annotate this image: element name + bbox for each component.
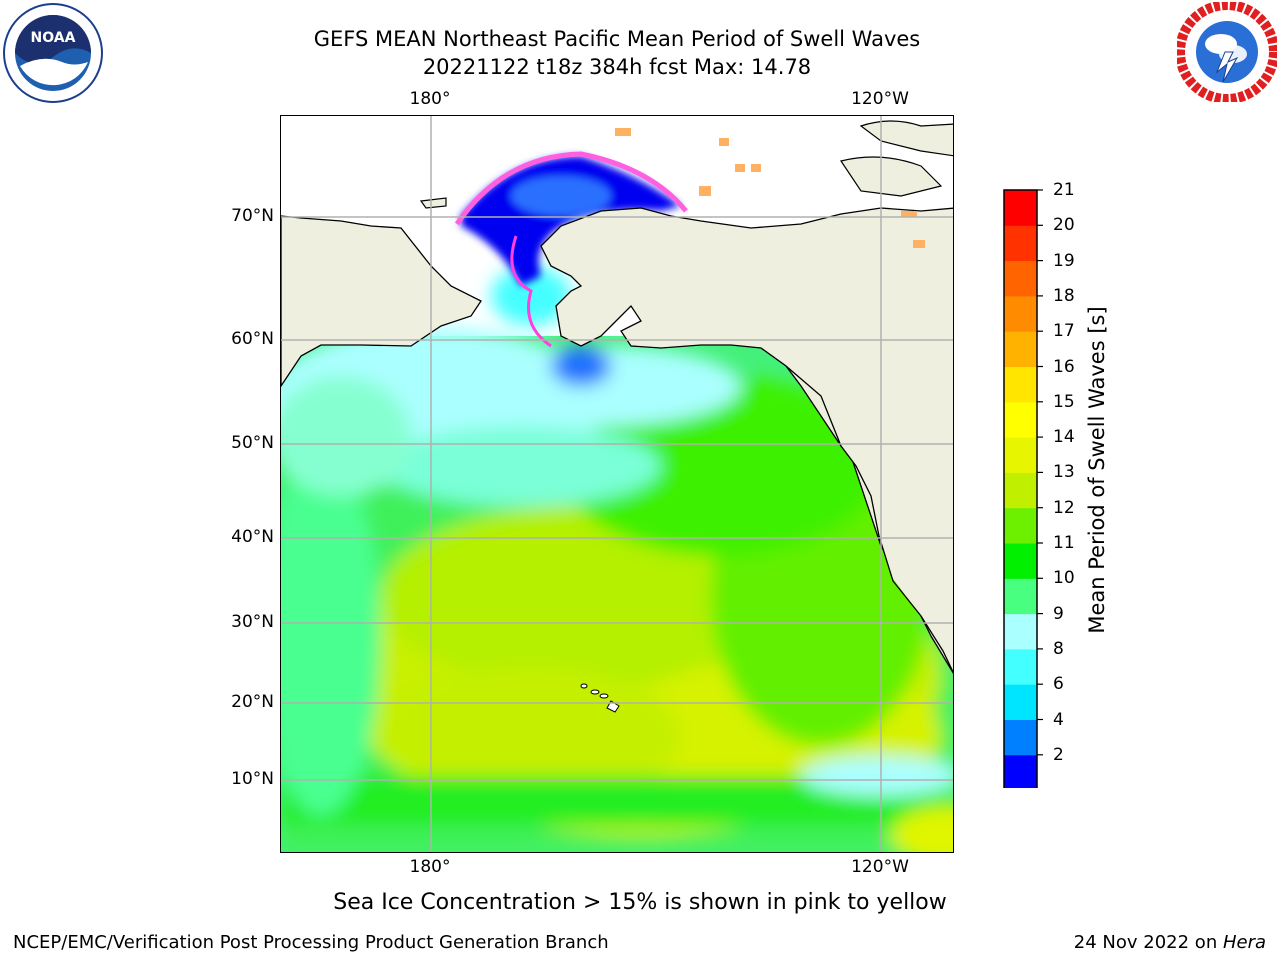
- lon-tick-bottom-120w: 120°W: [851, 857, 909, 877]
- lat-tick-40n: 40°N: [231, 527, 274, 547]
- land-siberia: [281, 215, 482, 388]
- credit-host: Hera: [1222, 932, 1266, 953]
- sea-ice-note: Sea Ice Concentration > 15% is shown in …: [333, 890, 947, 915]
- colorbar-band: [1004, 331, 1037, 367]
- lat-tick-30n: 30°N: [231, 612, 274, 632]
- lat-tick-20n: 20°N: [231, 692, 274, 712]
- lat-tick-50n: 50°N: [231, 433, 274, 453]
- colorbar-tick-label: 15: [1053, 391, 1075, 412]
- colorbar-tick-label: 13: [1053, 462, 1075, 483]
- lat-tick-60n: 60°N: [231, 329, 274, 349]
- colorbar-tick-label: 10: [1053, 568, 1075, 589]
- map-title: GEFS MEAN Northeast Pacific Mean Period …: [313, 27, 921, 51]
- colorbar-band: [1004, 648, 1037, 685]
- colorbar-tick-label: 14: [1053, 427, 1075, 448]
- sea-ice-speckles: [615, 128, 925, 248]
- colorbar-band: [1004, 295, 1037, 332]
- land-alaska: [540, 207, 953, 674]
- map-gridlines: [281, 116, 953, 852]
- colorbar-tick-label: 6: [1053, 674, 1064, 695]
- lat-tick-10n: 10°N: [231, 769, 274, 789]
- colorbar-tick-label: 4: [1053, 709, 1064, 730]
- credit-branch: NCEP/EMC/Verification Post Processing Pr…: [13, 932, 609, 953]
- colorbar-tick-label: 18: [1053, 285, 1075, 306]
- colorbar-tick-label: 20: [1053, 215, 1075, 236]
- colorbar-band: [1004, 754, 1037, 788]
- colorbar-tick-label: 17: [1053, 321, 1075, 342]
- map-panel: [280, 115, 954, 853]
- land-arctic-islands: [859, 120, 953, 157]
- national-weather-service-logo: [1175, 0, 1279, 104]
- colorbar-tick-label: 16: [1053, 356, 1075, 377]
- sea-ice-region: [461, 156, 681, 286]
- colorbar-band: [1004, 684, 1037, 720]
- hawaii-islands: [580, 683, 620, 713]
- colorbar-tick-label: 9: [1053, 603, 1064, 624]
- map-subtitle: 20221122 t18z 384h fcst Max: 14.78: [422, 55, 812, 79]
- colorbar-band: [1004, 578, 1037, 615]
- lon-tick-top-180: 180°: [409, 89, 451, 109]
- lon-tick-top-120w: 120°W: [851, 89, 909, 109]
- colorbar-tick-label: 12: [1053, 497, 1075, 518]
- colorbar-tick-label: 8: [1053, 638, 1064, 659]
- colorbar-band: [1004, 543, 1037, 579]
- credit-date: 24 Nov 2022 on Hera: [1074, 932, 1266, 953]
- credit-date-text: 24 Nov 2022 on: [1073, 932, 1223, 953]
- colorbar-band: [1004, 366, 1037, 403]
- lat-tick-70n: 70°N: [231, 206, 274, 226]
- colorbar-tick-label: 21: [1053, 180, 1075, 200]
- colorbar-tick-label: 11: [1053, 533, 1075, 553]
- noaa-logo-text: NOAA: [31, 30, 76, 46]
- colorbar-band: [1004, 472, 1037, 509]
- colorbar-band: [1004, 401, 1037, 438]
- colorbar: [1003, 189, 1043, 788]
- colorbar-band: [1004, 190, 1037, 226]
- colorbar-band: [1004, 225, 1037, 262]
- colorbar-band: [1004, 260, 1037, 297]
- colorbar-band: [1004, 613, 1037, 650]
- colorbar-tick-label: 19: [1053, 250, 1075, 271]
- noaa-logo: NOAA: [2, 2, 104, 104]
- colorbar-band: [1004, 507, 1037, 544]
- colorbar-band: [1004, 437, 1037, 473]
- swell-field-blobs: [281, 266, 953, 852]
- colorbar-title: Mean Period of Swell Waves [s]: [1085, 306, 1109, 634]
- colorbar-tick-label: 2: [1053, 744, 1064, 765]
- lon-tick-bottom-180: 180°: [409, 857, 451, 877]
- swell-period-map: [281, 116, 953, 852]
- colorbar-band: [1004, 719, 1037, 756]
